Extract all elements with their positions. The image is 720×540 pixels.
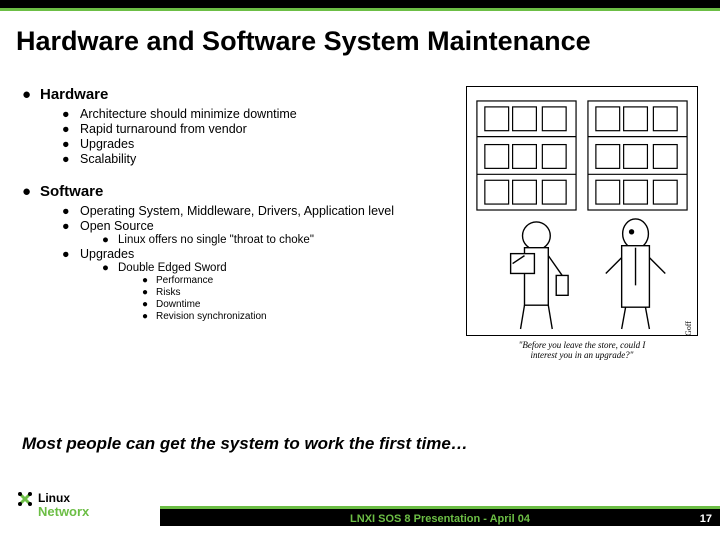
networx-logo: Linux Networx [16,490,126,520]
hardware-item: ●Architecture should minimize downtime [62,107,452,121]
section-hardware-heading: ●Hardware [22,86,452,103]
upgrades-sub-item: ●Revision synchronization [142,311,452,322]
hardware-item: ●Scalability [62,152,452,166]
software-item-opensource: ●Open Source [62,219,452,233]
software-item-upgrades: ●Upgrades [62,247,452,261]
cartoon-caption: "Before you leave the store, could I int… [466,340,698,361]
section-software-heading: ●Software [22,183,452,200]
slide-footer: Linux Networx LNXI SOS 8 Presentation - … [0,486,720,540]
cartoon-signature: Goff [684,321,693,335]
software-item-os: ●Operating System, Middleware, Drivers, … [62,204,452,218]
slide-title: Hardware and Software System Maintenance [16,26,591,57]
hardware-heading-text: Hardware [40,86,108,103]
logo-text-bottom: Networx [38,504,90,519]
cartoon-image: Goff [466,86,698,336]
software-item-opensource-sub: ●Linux offers no single "throat to choke… [102,234,452,246]
logo-text-top: Linux [38,491,70,505]
upgrades-sub-item: ●Performance [142,275,452,286]
header-bar [0,0,720,8]
footer-text: LNXI SOS 8 Presentation - April 04 [160,513,720,525]
upgrades-sub-item: ●Downtime [142,299,452,310]
upgrades-sub-item: ●Risks [142,287,452,298]
page-number: 17 [700,513,712,525]
software-item-upgrades-sub: ●Double Edged Sword [102,262,452,274]
hardware-item: ●Rapid turnaround from vendor [62,122,452,136]
slide-body: ●Hardware ●Architecture should minimize … [22,80,452,323]
software-heading-text: Software [40,183,103,200]
header-bar-black [0,0,720,8]
header-bar-green [0,8,720,11]
closing-line: Most people can get the system to work t… [22,434,468,454]
hardware-item: ●Upgrades [62,137,452,151]
